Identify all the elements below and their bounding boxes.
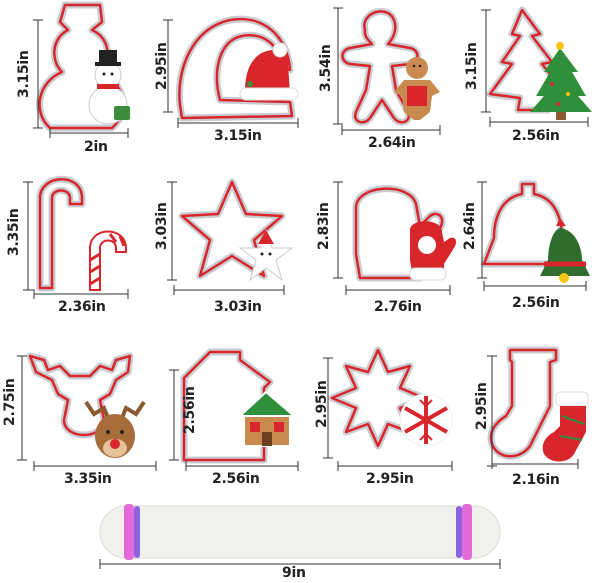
cutter-santa-hat: 2.95in 3.15in [150,0,310,165]
bell-cookie-icon [540,218,590,283]
bell-height-label: 2.64in [462,202,478,250]
snowman-width-label: 2in [84,139,108,155]
christmas-tree-height-label: 3.15in [464,42,480,90]
mitten-cutter-shape [333,181,457,295]
star-cookie-icon [238,228,294,282]
rolling-pin-icon [99,504,501,569]
house-width-label: 2.56in [212,471,260,487]
snowflake-height-label: 2.95in [314,380,330,428]
stocking-cutter-shape [487,346,589,469]
snowman-cutter-shape [33,1,130,138]
stocking-cookie-icon [542,391,589,462]
candy-cane-cookie-icon [89,230,127,291]
mitten-width-label: 2.76in [374,299,422,315]
star-height-label: 3.03in [154,202,170,250]
bell-width-label: 2.56in [512,295,560,311]
stocking-height-label: 2.95in [474,382,490,430]
reindeer-cookie-icon [84,400,146,458]
reindeer-height-label: 2.75in [2,378,18,426]
reindeer-width-label: 3.35in [64,471,112,487]
snowflake-cutter-shape [323,346,453,471]
snowman-height-label: 3.15in [16,50,32,98]
star-width-label: 3.03in [214,299,262,315]
cutter-stocking: 2.95in 2.16in [470,336,600,496]
snowflake-width-label: 2.95in [366,471,414,487]
gingerbread-man-cutter-shape [333,7,441,135]
gingerbread-man-width-label: 2.64in [368,135,416,151]
cutter-candy-cane: 3.35in 2.36in [0,168,150,318]
gingerbread-man-cookie-icon [394,57,440,120]
christmas-tree-width-label: 2.56in [512,128,560,144]
rolling-pin: 9in [0,498,600,583]
santa-hat-cookie-icon [239,42,299,101]
stocking-width-label: 2.16in [512,472,560,488]
christmas-tree-cutter-shape [481,6,592,127]
mitten-cookie-icon [409,221,457,281]
cutter-christmas-tree: 3.15in 2.56in [460,0,600,165]
house-cutter-shape [169,348,299,471]
cutter-star: 3.03in 3.03in [150,168,310,318]
gingerbread-house-cookie-icon [237,390,297,447]
candy-cane-width-label: 2.36in [58,299,106,315]
christmas-tree-cookie-icon [530,42,592,120]
cutter-house: 2.56in 2.56in [169,336,320,496]
star-cutter-shape [167,178,294,295]
mitten-height-label: 2.83in [316,202,332,250]
santa-hat-height-label: 2.95in [154,42,170,90]
rolling-pin-length-label: 9in [282,565,306,581]
reindeer-cutter-shape [17,352,157,471]
snowflake-cookie-icon [399,393,453,447]
cutter-reindeer: 2.75in 3.35in [0,336,170,496]
candy-cane-height-label: 3.35in [6,208,22,256]
bell-cutter-shape [477,180,590,291]
snowman-cookie-icon [88,50,130,125]
santa-hat-cutter-shape [163,15,299,128]
cutter-snowflake: 2.95in 2.95in [314,336,470,496]
cutter-gingerbread-man: 3.54in 2.64in [310,0,460,165]
house-height-label: 2.56in [182,386,198,434]
cutter-snowman: 3.15in 2in [0,0,150,165]
cutter-bell: 2.64in 2.56in [460,168,600,318]
cutter-mitten: 2.83in 2.76in [310,168,460,318]
gingerbread-man-height-label: 3.54in [318,44,334,92]
candy-cane-cutter-shape [23,175,129,299]
santa-hat-width-label: 3.15in [214,128,262,144]
